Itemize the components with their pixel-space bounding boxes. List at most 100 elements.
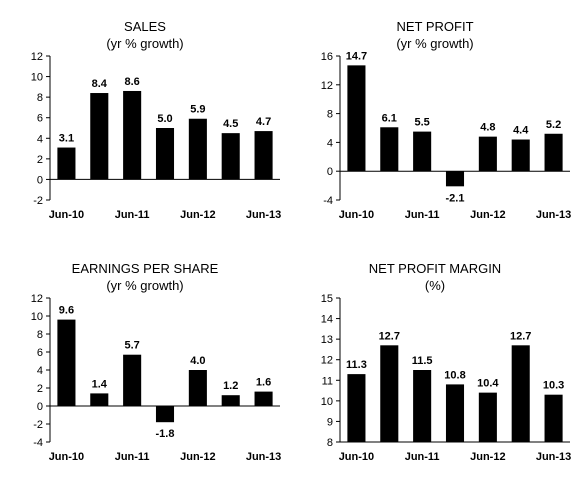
bar bbox=[347, 65, 366, 172]
bar bbox=[57, 319, 76, 406]
bar bbox=[188, 370, 207, 406]
plot-area: -4 -2 0 2 4 6 8 10 12 9.6 1.4 5.7 -1.8 4.0 1.2 1.6 Jun-1… bbox=[31, 293, 282, 463]
data-label: 5.5 bbox=[414, 117, 429, 129]
y-tick-label: 0 bbox=[37, 401, 43, 413]
bar bbox=[544, 133, 563, 172]
y-tick-label: 9 bbox=[327, 416, 333, 428]
bar bbox=[188, 118, 207, 180]
bar bbox=[511, 139, 530, 172]
chart-title-block: NET PROFIT MARGIN (%) bbox=[290, 260, 580, 294]
data-label: 5.9 bbox=[190, 104, 205, 116]
y-tick-label: 4 bbox=[37, 133, 43, 145]
data-label: 5.7 bbox=[124, 340, 139, 352]
x-tick-label: Jun-13 bbox=[246, 209, 281, 221]
bar bbox=[413, 131, 432, 172]
y-tick-label: 6 bbox=[37, 113, 43, 125]
data-label: 1.6 bbox=[256, 377, 271, 389]
y-tick-label: 4 bbox=[37, 365, 43, 377]
y-tick-label: -4 bbox=[323, 195, 333, 207]
y-tick-label: 2 bbox=[37, 383, 43, 395]
y-tick-label: 12 bbox=[321, 355, 333, 367]
bar bbox=[544, 394, 563, 442]
x-tick-label: Jun-13 bbox=[536, 451, 571, 463]
bar bbox=[478, 136, 497, 172]
chart-title: EARNINGS PER SHARE bbox=[71, 261, 219, 276]
data-label: -1.8 bbox=[156, 428, 175, 440]
y-tick-label: 12 bbox=[31, 51, 43, 63]
chart-title: SALES bbox=[124, 19, 166, 34]
x-tick-label: Jun-11 bbox=[405, 209, 440, 221]
data-label: 5.0 bbox=[157, 113, 172, 125]
x-tick-label: Jun-10 bbox=[49, 209, 84, 221]
bar bbox=[380, 345, 399, 442]
data-label: 1.4 bbox=[92, 378, 108, 390]
plot-area: -4 0 4 8 12 16 14.7 6.1 5.5 -2.1 4.8 4.4 5.2 Jun-10 Ju… bbox=[321, 50, 572, 221]
x-tick-label: Jun-10 bbox=[49, 451, 84, 463]
y-tick-label: 4 bbox=[327, 137, 333, 149]
x-tick-label: Jun-11 bbox=[405, 451, 440, 463]
chart-title: NET PROFIT MARGIN bbox=[368, 261, 502, 276]
y-tick-label: 15 bbox=[321, 293, 333, 305]
chart-sales: SALES (yr % growth) -2 0 2 4 6 8 10 12 3.1 8.4 8.6… bbox=[0, 0, 290, 242]
y-tick-label: -2 bbox=[33, 419, 43, 431]
bar bbox=[123, 354, 142, 406]
data-label: 11.5 bbox=[412, 355, 433, 367]
y-tick-label: 8 bbox=[37, 92, 43, 104]
y-tick-label: 12 bbox=[321, 80, 333, 92]
bar bbox=[155, 406, 175, 423]
y-tick-label: 11 bbox=[322, 375, 333, 387]
x-tick-label: Jun-10 bbox=[339, 451, 374, 463]
data-label: 3.1 bbox=[59, 133, 74, 145]
bar bbox=[413, 370, 432, 442]
y-tick-label: 8 bbox=[37, 329, 43, 341]
x-tick-label: Jun-12 bbox=[470, 451, 505, 463]
bar bbox=[254, 391, 273, 406]
bar bbox=[478, 392, 497, 442]
data-label: 1.2 bbox=[223, 380, 238, 392]
bar bbox=[445, 384, 465, 442]
y-tick-label: 10 bbox=[321, 396, 333, 408]
y-tick-label: -4 bbox=[33, 437, 43, 449]
y-tick-label: 14 bbox=[321, 314, 333, 326]
x-tick-label: Jun-13 bbox=[246, 451, 281, 463]
plot-area: -2 0 2 4 6 8 10 12 3.1 8.4 8.6 5.0 5.9 4.5 4.7 Jun-10 Ju… bbox=[31, 51, 282, 221]
x-tick-label: Jun-12 bbox=[180, 451, 215, 463]
chart-net-profit-margin: NET PROFIT MARGIN (%) 8 9 10 11 12 13 14 15 11.3… bbox=[290, 242, 580, 484]
chart-earnings-per-share: EARNINGS PER SHARE (yr % growth) -4 -2 0 2 4… bbox=[0, 242, 290, 484]
bar bbox=[221, 133, 240, 180]
bar bbox=[90, 93, 109, 180]
data-label: 5.2 bbox=[546, 119, 561, 131]
y-tick-label: 0 bbox=[327, 166, 333, 178]
data-label: -2.1 bbox=[446, 192, 465, 204]
chart-subtitle: (%) bbox=[424, 278, 446, 293]
y-tick-label: -2 bbox=[33, 195, 43, 207]
x-tick-label: Jun-12 bbox=[470, 209, 505, 221]
data-label: 4.4 bbox=[513, 125, 529, 137]
bar bbox=[347, 374, 366, 442]
data-label: 4.0 bbox=[190, 355, 205, 367]
bar bbox=[511, 345, 530, 442]
y-tick-label: 0 bbox=[37, 174, 43, 186]
chart-title-block: EARNINGS PER SHARE (yr % growth) bbox=[0, 260, 290, 294]
data-label: 12.7 bbox=[379, 330, 400, 342]
data-label: 10.3 bbox=[543, 380, 564, 392]
y-tick-label: 2 bbox=[37, 154, 43, 166]
bar bbox=[445, 171, 465, 187]
x-tick-label: Jun-12 bbox=[180, 209, 215, 221]
data-label: 10.4 bbox=[477, 378, 499, 390]
data-label: 12.7 bbox=[510, 330, 531, 342]
data-label: 8.6 bbox=[124, 76, 139, 88]
x-tick-label: Jun-11 bbox=[115, 451, 150, 463]
data-label: 9.6 bbox=[59, 305, 74, 317]
bar bbox=[123, 90, 142, 180]
data-label: 10.8 bbox=[444, 369, 465, 381]
y-tick-label: 6 bbox=[37, 347, 43, 359]
bar bbox=[57, 147, 76, 180]
data-label: 14.7 bbox=[346, 50, 367, 62]
y-tick-label: 12 bbox=[31, 293, 43, 305]
chart-net-profit: NET PROFIT (yr % growth) -4 0 4 8 12 16 14.7 6.… bbox=[290, 0, 580, 242]
chart-title: NET PROFIT bbox=[396, 19, 474, 34]
data-label: 4.7 bbox=[256, 116, 271, 128]
bar bbox=[90, 393, 109, 406]
